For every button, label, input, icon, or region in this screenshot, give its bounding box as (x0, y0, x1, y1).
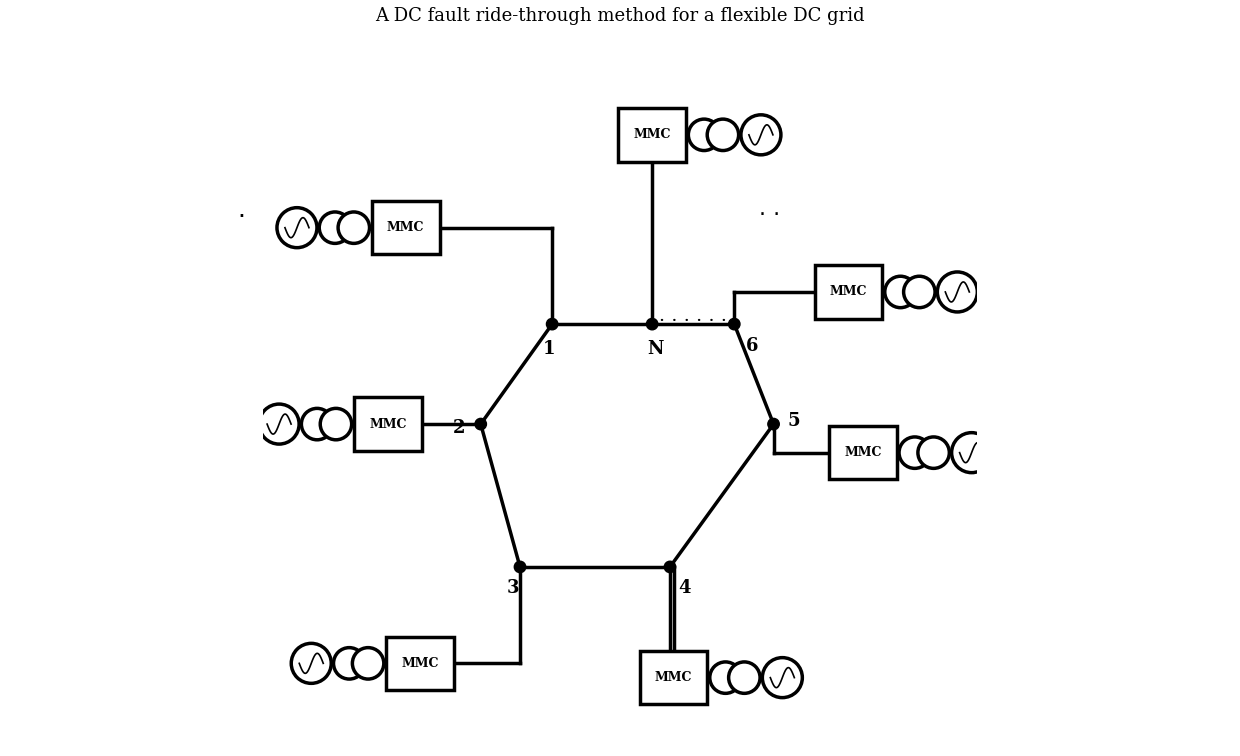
Circle shape (475, 418, 486, 430)
Circle shape (904, 276, 935, 308)
Circle shape (763, 658, 802, 698)
Circle shape (709, 662, 742, 693)
FancyBboxPatch shape (815, 265, 883, 319)
Circle shape (319, 212, 351, 243)
Circle shape (742, 115, 781, 155)
Text: MMC: MMC (387, 222, 424, 234)
Text: N: N (647, 340, 663, 358)
Text: MMC: MMC (844, 446, 882, 459)
Circle shape (885, 276, 916, 308)
FancyBboxPatch shape (640, 651, 708, 705)
Circle shape (918, 437, 950, 469)
Text: · · · · · ·: · · · · · · (660, 311, 727, 330)
Circle shape (352, 648, 384, 679)
Circle shape (277, 208, 317, 248)
Circle shape (729, 662, 760, 693)
Text: MMC: MMC (830, 286, 867, 299)
Circle shape (291, 643, 331, 683)
Circle shape (515, 561, 526, 572)
Circle shape (665, 561, 676, 572)
Circle shape (259, 404, 299, 444)
Text: 2: 2 (453, 419, 465, 437)
Text: 4: 4 (678, 579, 691, 597)
Circle shape (707, 119, 739, 150)
Text: 5: 5 (787, 411, 800, 429)
Text: MMC: MMC (634, 129, 671, 141)
Text: 6: 6 (746, 336, 759, 355)
FancyBboxPatch shape (386, 637, 454, 690)
Text: · ·: · · (759, 205, 780, 225)
FancyBboxPatch shape (372, 201, 440, 255)
Text: 3: 3 (507, 579, 520, 597)
Circle shape (899, 437, 930, 469)
Circle shape (951, 432, 992, 472)
Text: 1: 1 (542, 340, 554, 358)
Circle shape (937, 272, 977, 312)
FancyBboxPatch shape (619, 108, 686, 162)
Circle shape (768, 418, 779, 430)
Circle shape (334, 648, 365, 679)
Text: .: . (237, 198, 246, 222)
Circle shape (729, 318, 740, 330)
Circle shape (339, 212, 370, 243)
FancyBboxPatch shape (353, 398, 422, 451)
Circle shape (301, 408, 332, 440)
Circle shape (646, 318, 658, 330)
Circle shape (547, 318, 558, 330)
Text: MMC: MMC (655, 671, 692, 684)
Text: MMC: MMC (402, 657, 439, 670)
Title: A DC fault ride-through method for a flexible DC grid: A DC fault ride-through method for a fle… (376, 7, 864, 25)
Circle shape (688, 119, 719, 150)
FancyBboxPatch shape (828, 426, 897, 479)
Circle shape (320, 408, 352, 440)
Text: MMC: MMC (370, 417, 407, 431)
